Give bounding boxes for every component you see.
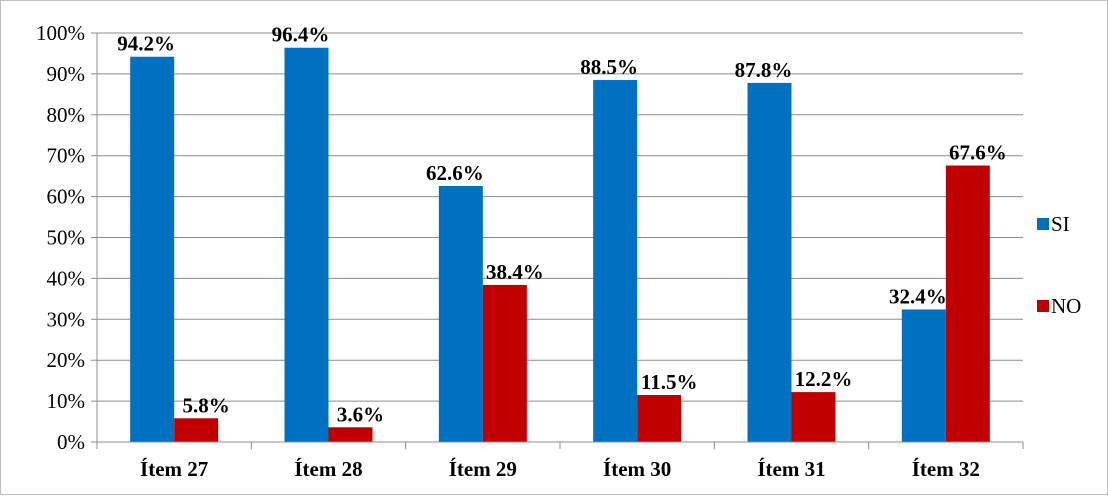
y-tick-label: 10% (47, 389, 86, 413)
legend: SI NO (1037, 212, 1081, 318)
bar-no (791, 392, 836, 442)
data-label-no: 12.2% (795, 367, 853, 391)
y-tick-label: 30% (47, 307, 86, 331)
category-label: Ítem 29 (449, 457, 517, 481)
bar-si (130, 56, 175, 443)
axes: 0% 10% 20% 30% 40% 50% 60% 70% 80% 90% 100% Ítem 27… (36, 21, 1024, 481)
data-label-no: 67.6% (949, 141, 1007, 165)
bar-si (747, 82, 792, 442)
data-label-si: 94.2% (117, 32, 175, 56)
data-label-no: 11.5% (641, 370, 698, 394)
category-label: Ítem 31 (757, 457, 825, 481)
data-label-no: 38.4% (486, 260, 544, 284)
category-label: Ítem 27 (140, 457, 208, 481)
legend-label-si: SI (1051, 212, 1070, 236)
data-label-si: 62.6% (426, 161, 484, 185)
category-label: Ítem 28 (294, 457, 362, 481)
legend-swatch-no (1037, 300, 1049, 312)
data-label-no: 3.6% (337, 402, 384, 426)
bar-si (438, 185, 483, 442)
bar-si (901, 309, 946, 442)
y-tick-label: 60% (47, 185, 86, 209)
data-labels: 94.2% 5.8% 96.4% 3.6% 62.6% 38.4% 88.5% 11.5% 87… (117, 23, 1006, 427)
legend-label-no: NO (1051, 294, 1081, 318)
data-label-si: 88.5% (580, 55, 638, 79)
data-label-no: 5.8% (183, 393, 230, 417)
y-tick-label: 70% (47, 144, 86, 168)
category-label: Ítem 30 (603, 457, 671, 481)
y-tick-label: 50% (47, 226, 86, 250)
data-label-si: 32.4% (889, 284, 947, 308)
y-tick-label: 20% (47, 348, 86, 372)
bar-no (328, 427, 373, 442)
y-tick-label: 80% (47, 103, 86, 127)
legend-swatch-si (1037, 218, 1049, 230)
data-label-si: 96.4% (272, 23, 330, 47)
bar-no (482, 284, 527, 442)
bar-si (284, 47, 329, 442)
bar-no (945, 165, 990, 443)
y-tick-label: 40% (47, 266, 86, 290)
bar-no (637, 394, 682, 442)
bars (130, 47, 990, 443)
bar-no (174, 418, 219, 442)
data-label-si: 87.8% (735, 58, 793, 82)
bar-si (593, 80, 638, 442)
y-tick-label: 90% (47, 62, 86, 86)
gridlines (97, 32, 1023, 402)
y-tick-label: 0% (57, 430, 85, 454)
y-tick-label: 100% (36, 21, 85, 45)
category-label: Ítem 32 (912, 457, 980, 481)
